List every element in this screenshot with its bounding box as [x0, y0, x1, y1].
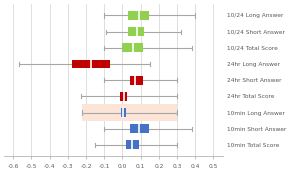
Bar [130, 124, 149, 133]
Bar [123, 43, 143, 52]
Bar [128, 11, 149, 20]
Bar [126, 140, 139, 149]
Bar [120, 92, 127, 101]
Bar [121, 108, 126, 117]
Bar [82, 104, 177, 121]
Bar [72, 60, 110, 69]
Bar [130, 76, 143, 85]
Bar [128, 27, 144, 36]
